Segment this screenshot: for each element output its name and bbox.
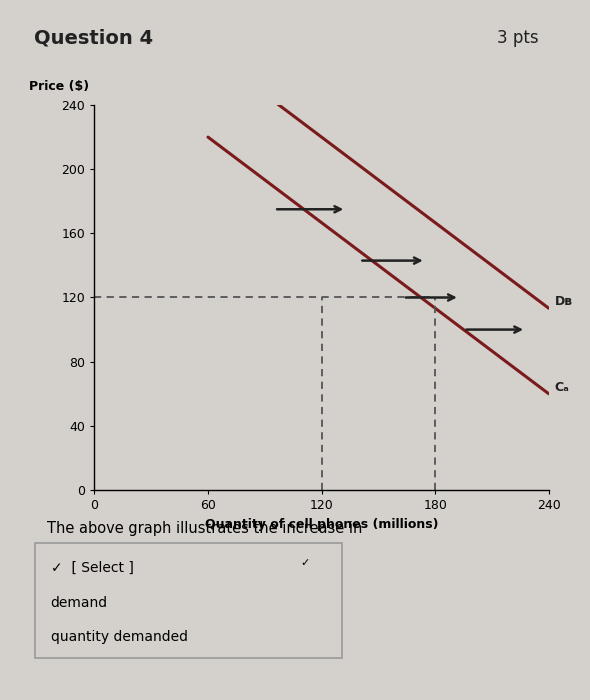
Text: ✓: ✓ <box>301 559 310 568</box>
Text: Cₐ: Cₐ <box>555 381 569 394</box>
Text: ✓  [ Select ]: ✓ [ Select ] <box>51 561 133 575</box>
Text: The above graph illustrates the increase in: The above graph illustrates the increase… <box>47 522 363 536</box>
Text: 3 pts: 3 pts <box>497 29 539 47</box>
X-axis label: Quantity of cell phones (millions): Quantity of cell phones (millions) <box>205 517 438 531</box>
Text: demand: demand <box>51 596 108 610</box>
Text: quantity demanded: quantity demanded <box>51 630 188 644</box>
Text: Question 4: Question 4 <box>34 28 153 48</box>
Text: Price ($): Price ($) <box>28 80 88 93</box>
Text: Dʙ: Dʙ <box>555 295 572 308</box>
